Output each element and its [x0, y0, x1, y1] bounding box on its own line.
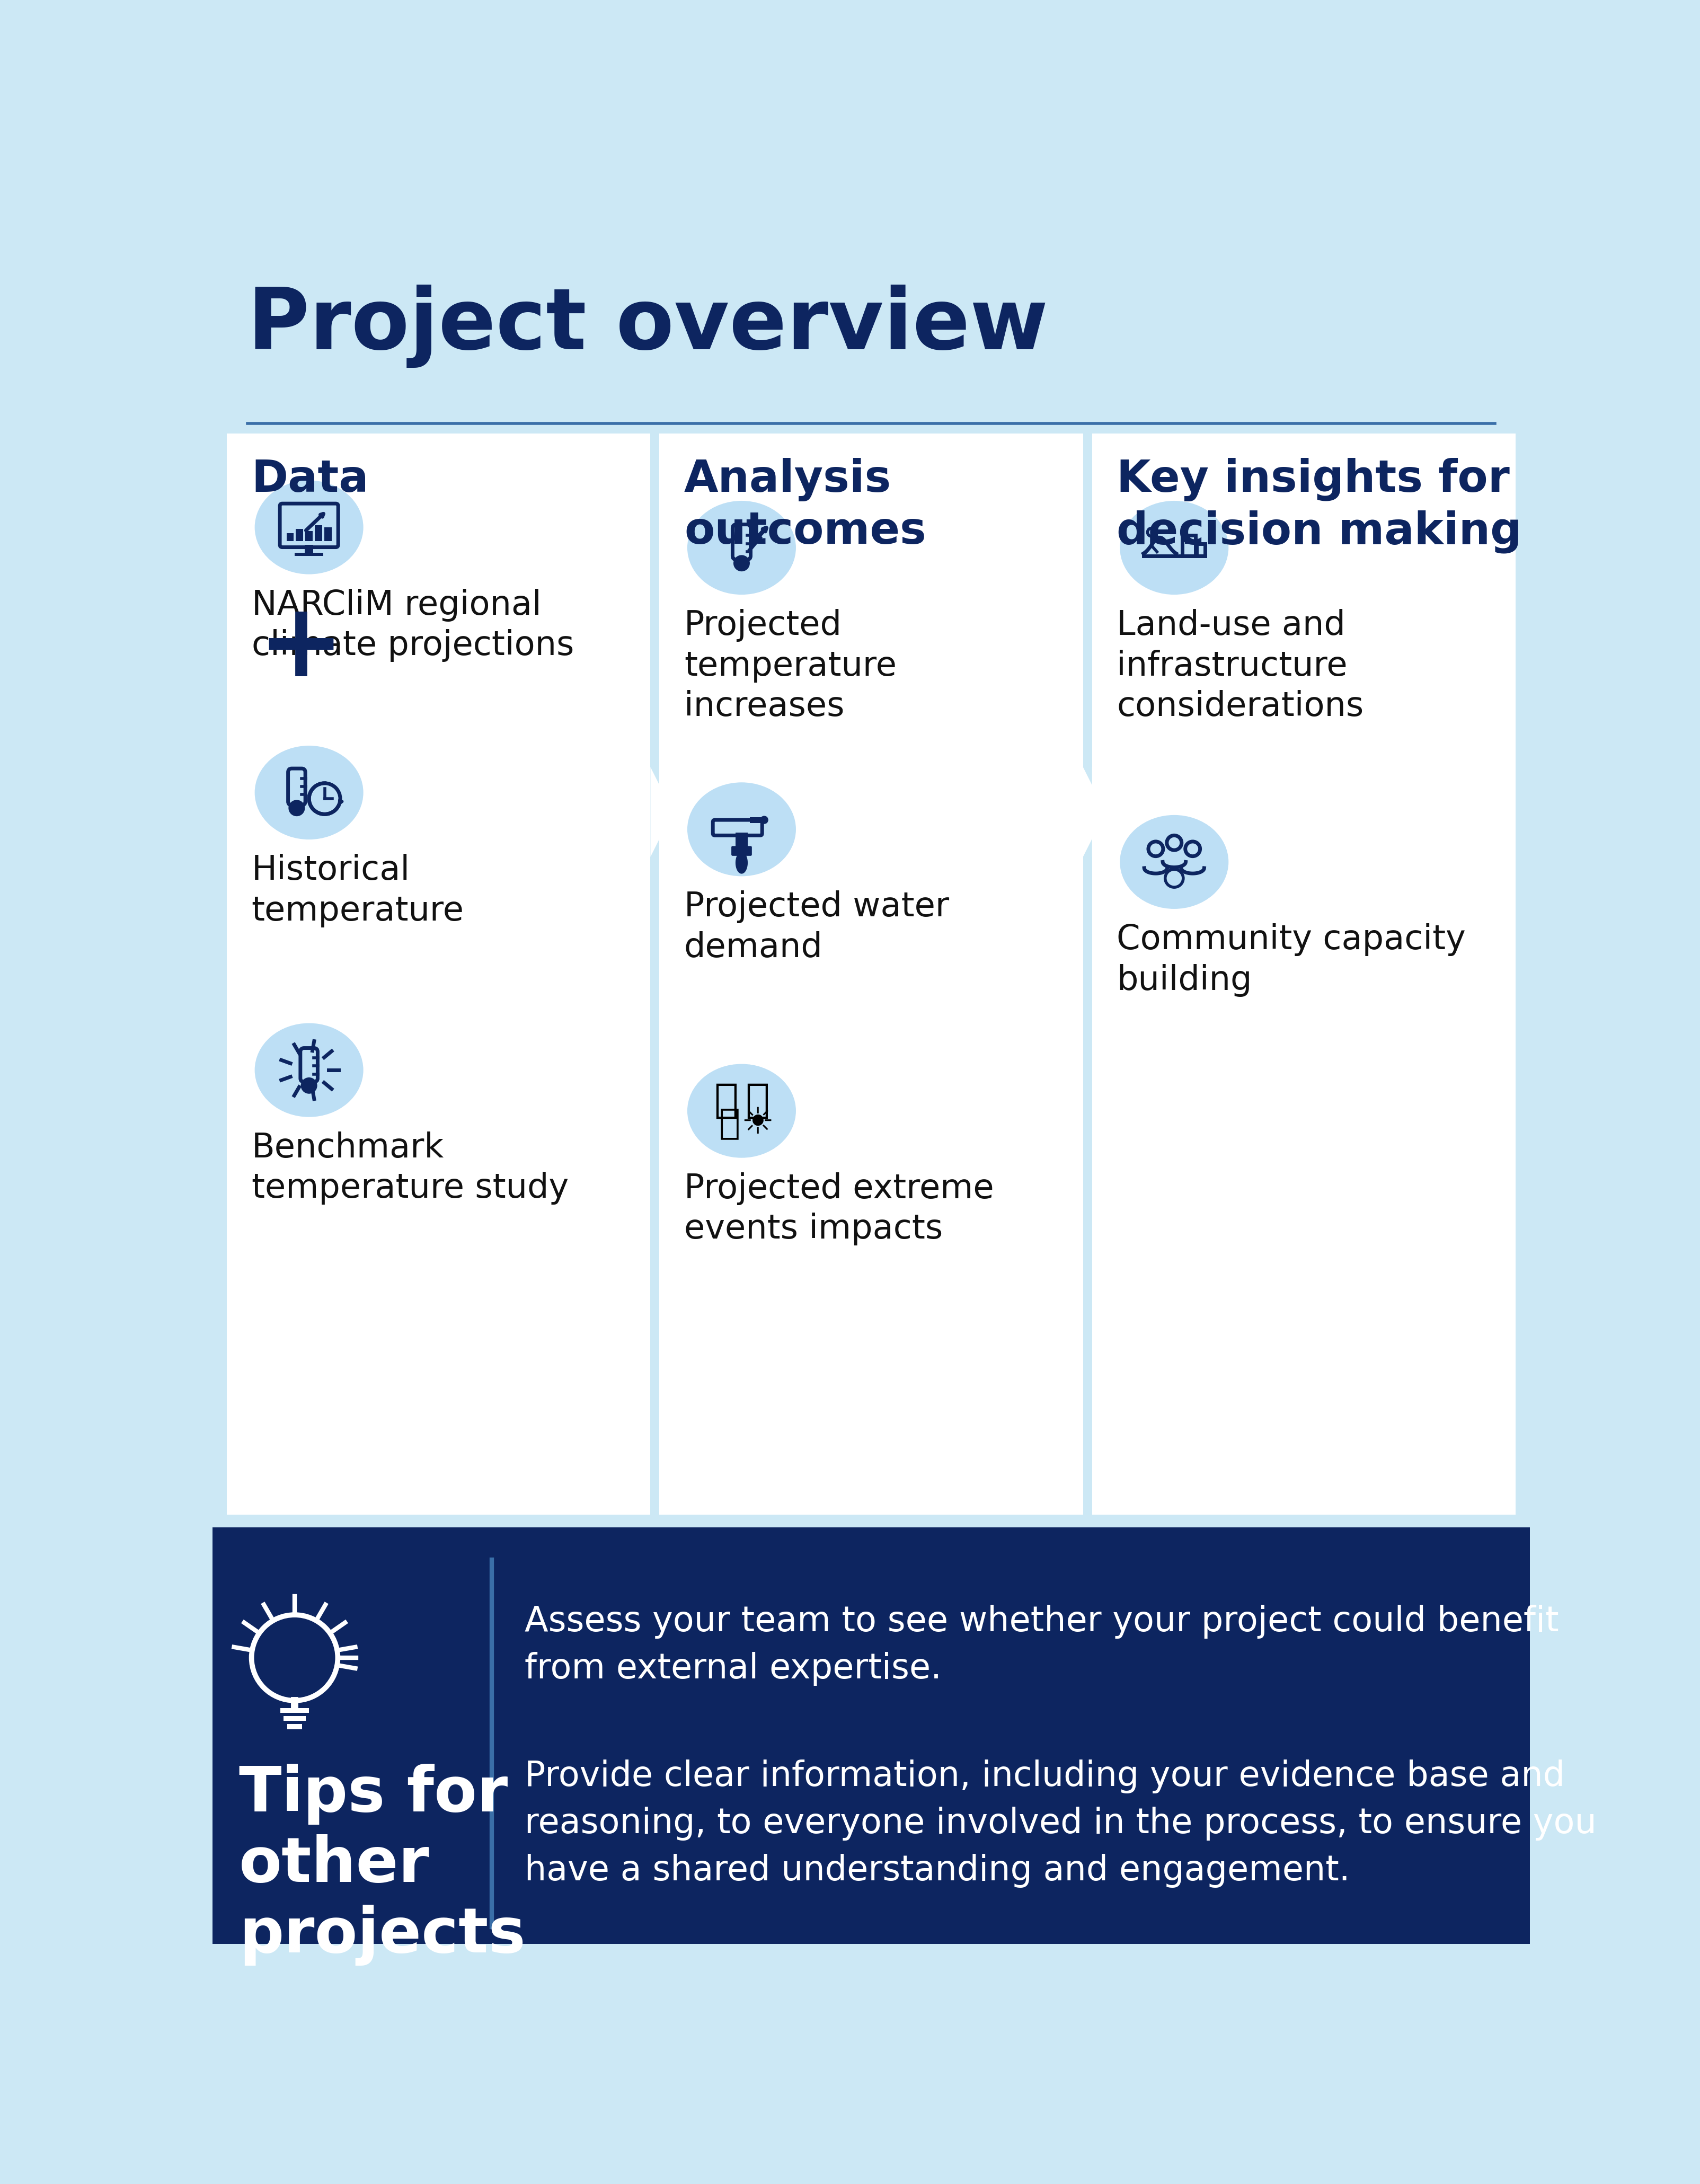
Bar [212, 1527, 1530, 1944]
Ellipse shape [687, 782, 796, 876]
Polygon shape [651, 767, 673, 856]
Bar [1091, 432, 1516, 1516]
Bar [304, 544, 313, 555]
Polygon shape [1083, 767, 1105, 856]
Bar [660, 432, 1083, 1516]
Bar [1197, 544, 1205, 557]
Bar [1185, 539, 1188, 544]
Bar [296, 529, 303, 542]
Text: Land-use and
infrastructure
considerations: Land-use and infrastructure consideratio… [1117, 609, 1363, 723]
Text: NARCliM regional
climate projections: NARCliM regional climate projections [252, 587, 575, 662]
Text: Projected extreme
events impacts: Projected extreme events impacts [683, 1173, 994, 1245]
Text: Key insights for
decision making: Key insights for decision making [1117, 459, 1522, 553]
Bar [1183, 535, 1195, 557]
Bar [314, 524, 323, 542]
Bar [306, 531, 313, 542]
Ellipse shape [1120, 500, 1229, 594]
Polygon shape [1091, 767, 1115, 856]
Text: ⛈: ⛈ [745, 1081, 770, 1120]
Ellipse shape [255, 1022, 364, 1116]
Text: Project overview: Project overview [248, 284, 1049, 367]
Text: Data: Data [252, 459, 369, 500]
Bar [1190, 539, 1193, 544]
Polygon shape [736, 852, 748, 874]
Text: Benchmark
temperature study: Benchmark temperature study [252, 1131, 568, 1206]
Bar [750, 817, 762, 823]
Bar [226, 432, 651, 1516]
Circle shape [733, 555, 750, 572]
Text: ☀: ☀ [741, 1105, 774, 1140]
Circle shape [289, 799, 304, 817]
Text: Assess your team to see whether your project could benefit
from external experti: Assess your team to see whether your pro… [525, 1605, 1559, 1686]
Text: Historical
temperature: Historical temperature [252, 854, 464, 928]
Circle shape [301, 1077, 318, 1094]
Bar [287, 1723, 303, 1730]
Ellipse shape [1120, 815, 1229, 909]
Text: +: + [258, 598, 343, 697]
Text: Provide clear information, including your evidence base and
reasoning, to everyo: Provide clear information, including you… [525, 1760, 1596, 1887]
Ellipse shape [687, 1064, 796, 1158]
Ellipse shape [687, 500, 796, 594]
Text: Community capacity
building: Community capacity building [1117, 924, 1465, 996]
Text: 🔥: 🔥 [714, 1081, 738, 1120]
Polygon shape [660, 767, 682, 856]
Text: 💨: 💨 [719, 1105, 740, 1140]
Bar [294, 553, 323, 557]
FancyBboxPatch shape [731, 845, 751, 856]
Bar [281, 1708, 309, 1712]
Ellipse shape [255, 745, 364, 839]
Bar [736, 832, 748, 847]
Ellipse shape [255, 480, 364, 574]
Text: Tips for
other
projects: Tips for other projects [240, 1765, 525, 1966]
Bar [284, 1717, 306, 1721]
Text: Projected water
demand: Projected water demand [683, 891, 949, 963]
Bar [325, 526, 332, 542]
Text: Analysis
outcomes: Analysis outcomes [683, 459, 927, 553]
Bar [286, 533, 294, 542]
Text: Projected
temperature
increases: Projected temperature increases [683, 609, 896, 723]
Circle shape [760, 817, 768, 823]
